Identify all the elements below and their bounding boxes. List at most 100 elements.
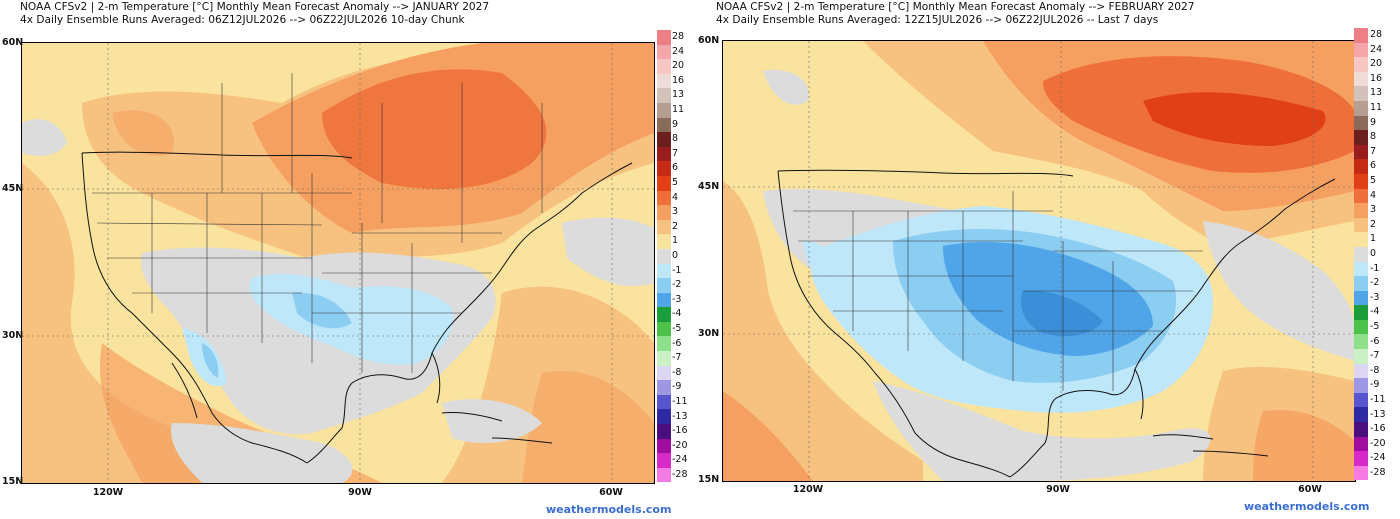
lon-label-120w: 120W [792, 484, 824, 495]
colorbar-swatch [657, 161, 671, 176]
lon-label-90w: 90W [348, 487, 372, 498]
colorbar-swatch [657, 234, 671, 249]
lon-label-60w: 60W [599, 487, 623, 498]
colorbar-swatch [657, 467, 671, 483]
colorbar-swatch [657, 438, 671, 454]
colorbar-tick-label: 13 [672, 89, 685, 101]
watermark-link[interactable]: weathermodels.com [546, 503, 672, 516]
colorbar-swatch [657, 73, 671, 89]
watermark-link[interactable]: weathermodels.com [1244, 500, 1370, 513]
colorbar-tick-label: -6 [1370, 335, 1380, 347]
colorbar-swatch [1354, 159, 1368, 174]
colorbar-swatch [1354, 465, 1368, 481]
colorbar-swatch [657, 117, 671, 133]
colorbar-swatch [1354, 57, 1368, 72]
colorbar-swatch [657, 278, 671, 293]
lat-label-60n: 60N [698, 35, 720, 46]
colorbar-swatch [657, 394, 671, 410]
colorbar-swatch [1354, 451, 1368, 466]
colorbar-swatch [657, 409, 671, 425]
colorbar-tick-label: 11 [672, 104, 685, 115]
colorbar-swatch [657, 30, 671, 45]
colorbar [657, 30, 671, 483]
colorbar-swatch [1354, 42, 1368, 58]
title-line-2: 4x Daily Ensemble Runs Averaged: 12Z15JU… [716, 14, 1159, 26]
colorbar-tick-label: -3 [672, 293, 682, 305]
colorbar-tick-label: 5 [672, 177, 679, 188]
lat-label-15n: 15N [698, 474, 720, 485]
colorbar-swatch [657, 59, 671, 74]
colorbar-swatch [1354, 407, 1368, 423]
title-line-2: 4x Daily Ensemble Runs Averaged: 06Z12JU… [20, 14, 465, 26]
colorbar-swatch [1354, 28, 1368, 43]
colorbar-swatch [1354, 392, 1368, 408]
colorbar-tick-label: 20 [672, 60, 685, 72]
colorbar-swatch [1354, 173, 1368, 189]
colorbar-swatch [657, 292, 671, 308]
colorbar-swatch [657, 380, 671, 395]
colorbar-tick-label: -5 [1370, 321, 1380, 332]
colorbar-swatch [657, 102, 671, 118]
panel-title: NOAA CFSv2 | 2-m Temperature [°C] Monthl… [716, 1, 1194, 27]
colorbar-swatch [657, 321, 671, 337]
colorbar-swatch [657, 175, 671, 191]
colorbar-swatch [657, 44, 671, 60]
colorbar-tick-label: 16 [1370, 72, 1383, 84]
colorbar-tick-label: -4 [672, 308, 682, 320]
title-line-1: NOAA CFSv2 | 2-m Temperature [°C] Monthl… [20, 1, 490, 13]
colorbar-tick-label: 3 [1370, 204, 1377, 216]
colorbar-tick-label: 1 [1370, 233, 1377, 245]
colorbar-swatch [657, 88, 671, 103]
colorbar-swatch [1354, 232, 1368, 247]
colorbar-swatch [1354, 100, 1368, 116]
colorbar-swatch [1354, 246, 1368, 262]
lat-label-60n: 60N [2, 37, 24, 48]
colorbar-tick-label: 3 [672, 206, 679, 218]
colorbar-tick-label: 6 [1370, 160, 1377, 172]
colorbar-tick-label: -9 [1370, 379, 1380, 391]
colorbar-tick-label: 7 [672, 147, 679, 159]
colorbar-swatch [1354, 217, 1368, 233]
colorbar-tick-label: 9 [1370, 116, 1377, 128]
colorbar-swatch [1354, 305, 1368, 320]
colorbar-swatch [657, 453, 671, 468]
colorbar-tick-label: -28 [1370, 467, 1386, 478]
colorbar-tick-label: -5 [672, 323, 682, 334]
colorbar-tick-label: -1 [672, 264, 682, 276]
colorbar-swatch [657, 424, 671, 439]
colorbar-tick-label: 8 [1370, 131, 1377, 143]
colorbar-tick-label: -4 [1370, 306, 1380, 318]
colorbar-tick-label: -2 [1370, 277, 1380, 289]
forecast-panel-february: NOAA CFSv2 | 2-m Temperature [°C] Monthl… [698, 0, 1400, 519]
colorbar-tick-label: -11 [1370, 394, 1386, 405]
colorbar-swatch [657, 219, 671, 235]
colorbar-tick-label: -13 [672, 410, 688, 422]
colorbar-swatch [1354, 436, 1368, 452]
colorbar-swatch [1354, 71, 1368, 87]
colorbar-tick-label: 6 [672, 162, 679, 174]
colorbar-swatch [1354, 203, 1368, 218]
colorbar-swatch [1354, 363, 1368, 379]
colorbar-swatch [657, 336, 671, 352]
panel-title: NOAA CFSv2 | 2-m Temperature [°C] Monthl… [20, 1, 489, 27]
colorbar-tick-label: 24 [672, 45, 685, 57]
title-line-1: NOAA CFSv2 | 2-m Temperature [°C] Monthl… [716, 1, 1195, 13]
colorbar-swatch [1354, 290, 1368, 306]
map-canvas [22, 43, 654, 483]
colorbar-swatch [1354, 276, 1368, 291]
colorbar-tick-label: -7 [672, 352, 682, 364]
colorbar-tick-label: -20 [672, 439, 688, 451]
colorbar-tick-label: 20 [1370, 58, 1383, 70]
colorbar-swatch [657, 365, 671, 381]
lat-label-30n: 30N [698, 328, 720, 339]
colorbar-swatch [1354, 422, 1368, 437]
colorbar-swatch [1354, 349, 1368, 364]
colorbar-tick-label: 7 [1370, 145, 1377, 157]
colorbar-tick-label: 16 [672, 74, 685, 86]
colorbar-swatch [657, 132, 671, 147]
colorbar-swatch [1354, 115, 1368, 131]
colorbar-tick-label: -16 [672, 425, 688, 437]
colorbar [1354, 28, 1368, 481]
colorbar-tick-label: -16 [1370, 423, 1386, 435]
colorbar-tick-label: -13 [1370, 408, 1386, 420]
